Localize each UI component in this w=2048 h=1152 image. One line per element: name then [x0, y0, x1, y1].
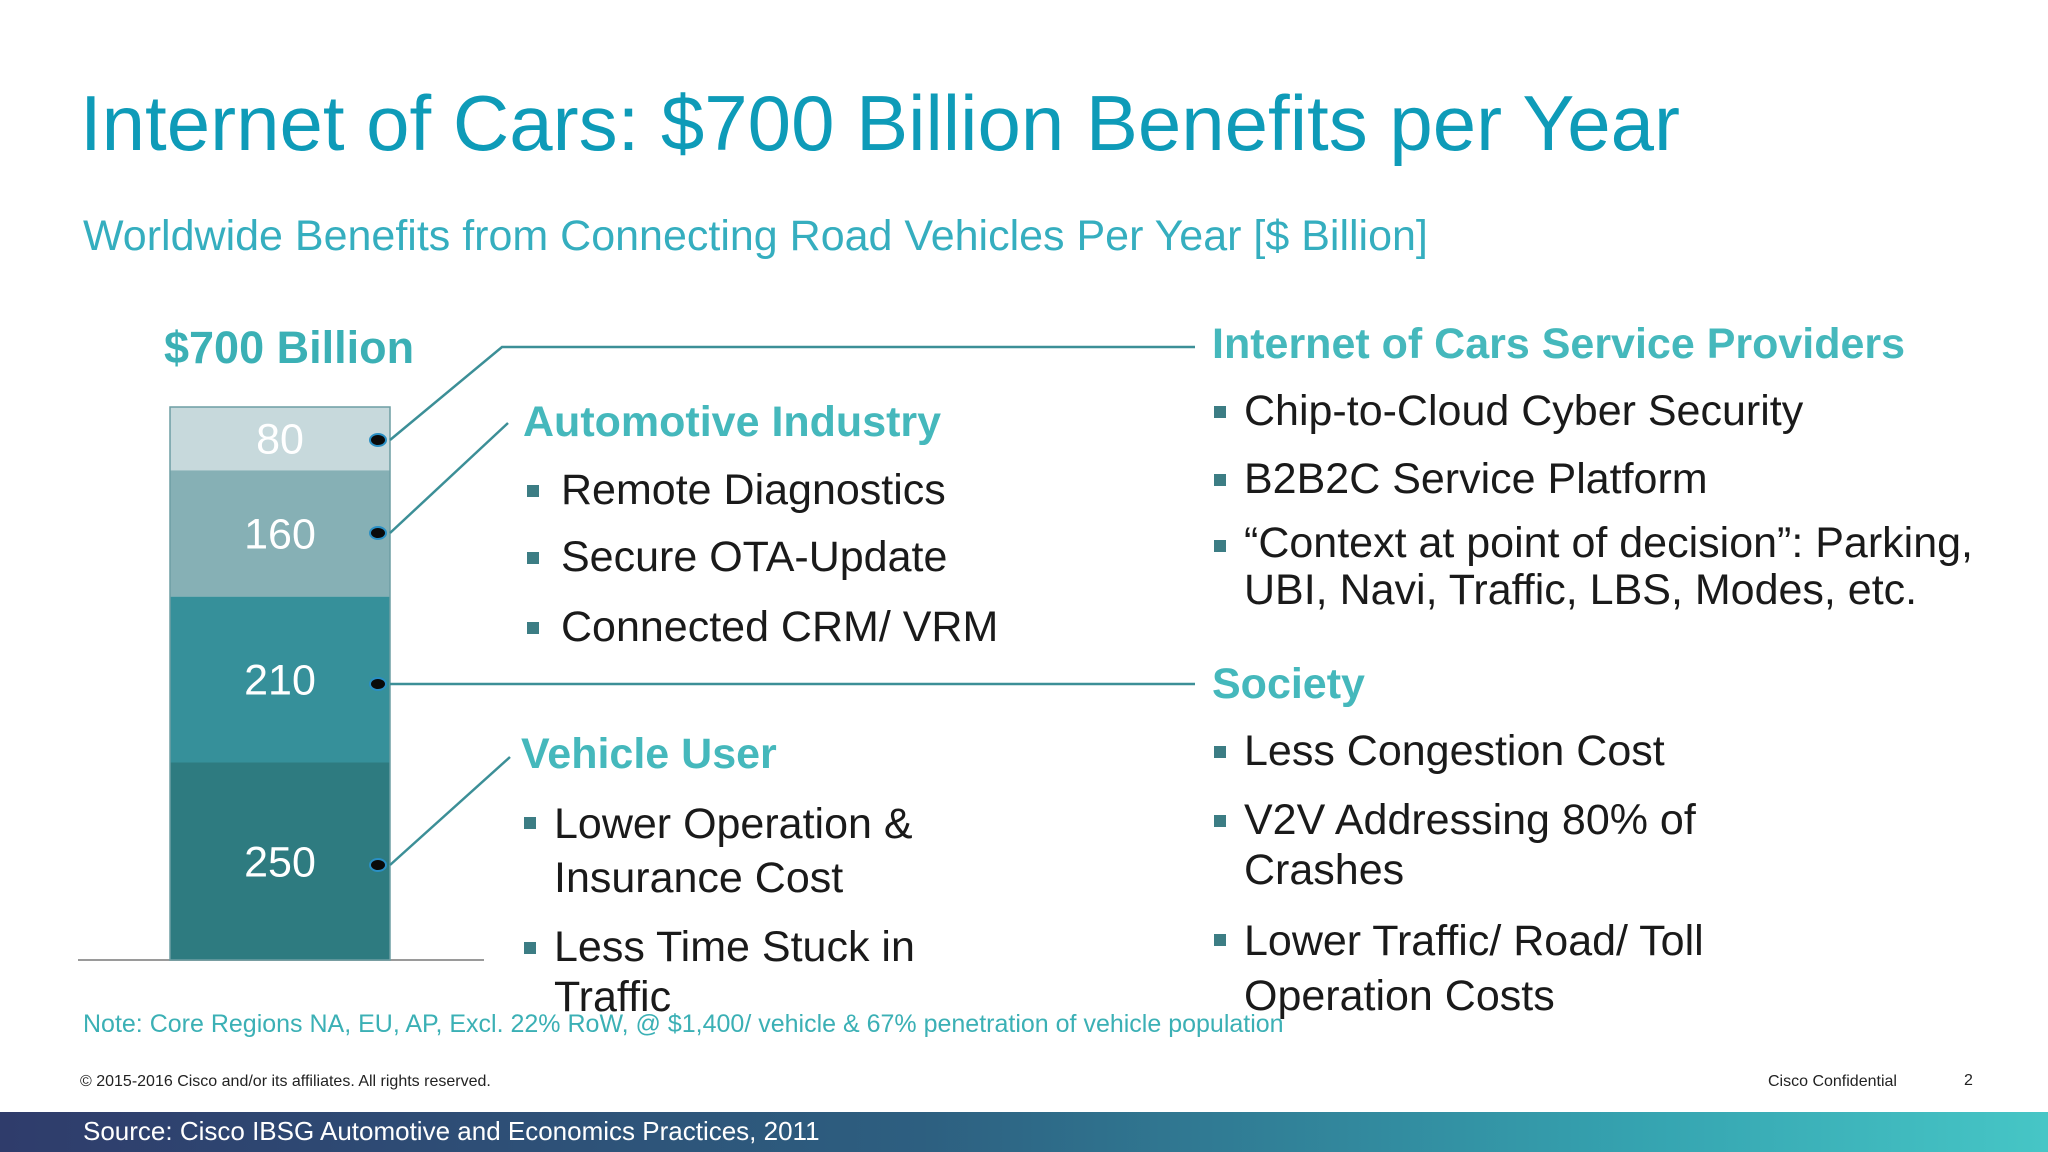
chart-total-label: $700 Billion: [164, 322, 415, 373]
list-item: Chip-to-Cloud Cyber Security: [1214, 386, 2034, 436]
bar-segment-label: 210: [244, 657, 316, 705]
list-item: “Context at point of decision”: Parking,…: [1214, 520, 2034, 614]
source-bar: Source: Cisco IBSG Automotive and Econom…: [0, 1112, 2048, 1152]
list-item: Remote Diagnostics: [527, 465, 1087, 515]
bar-segment-label: 160: [244, 510, 316, 558]
connector-dot: [369, 858, 387, 872]
slide-title: Internet of Cars: $700 Billion Benefits …: [80, 79, 1680, 167]
list-society: Less Congestion Cost V2V Addressing 80% …: [1214, 726, 1774, 1024]
list-item: Lower Operation & Insurance Cost: [524, 797, 1024, 905]
bar-segment: [170, 596, 390, 763]
footnote: Note: Core Regions NA, EU, AP, Excl. 22%…: [83, 1010, 1284, 1038]
copyright-text: © 2015-2016 Cisco and/or its affiliates.…: [80, 1073, 491, 1090]
bar-segment-label: 80: [256, 416, 304, 464]
list-item: Connected CRM/ VRM: [527, 602, 1087, 652]
connector-dot: [369, 677, 387, 691]
bar-segment: [170, 470, 390, 597]
list-item: Lower Traffic/ Road/ Toll Operation Cost…: [1214, 914, 1774, 1024]
bar-segment: [170, 762, 390, 960]
list-item: B2B2C Service Platform: [1214, 454, 2034, 504]
connector-dot: [369, 433, 387, 447]
list-item: Secure OTA-Update: [527, 532, 1087, 582]
source-text: Source: Cisco IBSG Automotive and Econom…: [83, 1116, 820, 1146]
slide-subtitle: Worldwide Benefits from Connecting Road …: [83, 212, 1428, 260]
list-automotive-industry: Remote Diagnostics Secure OTA-Update Con…: [527, 465, 1087, 652]
connector-line: [389, 345, 1195, 441]
heading-service-providers: Internet of Cars Service Providers: [1212, 320, 1906, 368]
heading-automotive-industry: Automotive Industry: [523, 398, 942, 446]
heading-society: Society: [1212, 660, 1365, 708]
connector-line: [389, 756, 511, 866]
bar-segment: [170, 407, 390, 471]
list-service-providers: Chip-to-Cloud Cyber Security B2B2C Servi…: [1214, 386, 2034, 614]
list-item: Less Congestion Cost: [1214, 726, 1774, 776]
connector-dot: [369, 526, 387, 540]
connector-line: [389, 422, 509, 534]
heading-vehicle-user: Vehicle User: [521, 730, 777, 778]
list-vehicle-user: Lower Operation & Insurance Cost Less Ti…: [524, 797, 1024, 1022]
list-item: V2V Addressing 80% of Crashes: [1214, 795, 1774, 895]
confidential-label: Cisco Confidential: [1768, 1073, 1897, 1090]
list-item: Less Time Stuck in Traffic: [524, 922, 1024, 1022]
page-number: 2: [1964, 1072, 1973, 1089]
bar-segment-label: 250: [244, 838, 316, 886]
